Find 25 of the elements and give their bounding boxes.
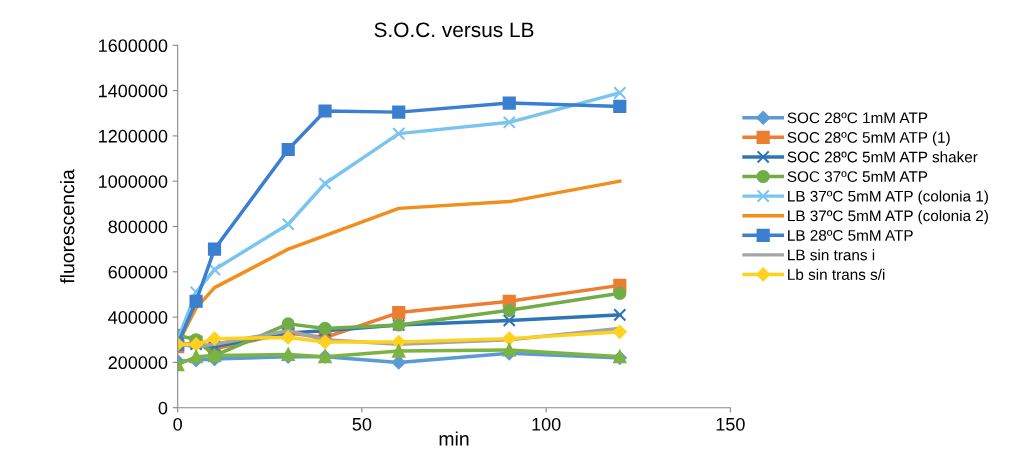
legend-label: SOC 37ºC 5mM ATP	[787, 171, 928, 183]
legend-label: SOC 28ºC 5mM ATP shaker	[787, 151, 978, 163]
y-tick-label: 0	[158, 401, 168, 415]
y-axis-title: fluorescencia	[60, 169, 75, 284]
y-tick-label: 200000	[108, 356, 168, 370]
y-tick-label: 1600000	[99, 39, 168, 53]
x-tick-label: 50	[352, 417, 372, 431]
x-tick-label: 100	[532, 417, 561, 431]
legend-label: Lb sin trans s/i	[788, 268, 885, 280]
y-tick-label: 600000	[108, 265, 168, 279]
y-tick-label: 1200000	[99, 129, 168, 143]
x-tick-label: 0	[173, 417, 182, 431]
y-tick-label: 400000	[108, 311, 168, 324]
x-axis-title: min	[439, 431, 469, 446]
legend-label: LB 37ºC 5mM ATP (colonia 1)	[788, 190, 988, 205]
legend-label: LB 28ºC 5mM ATP	[788, 229, 913, 241]
y-tick-label: 1400000	[99, 84, 168, 98]
y-tick-label: 1000000	[99, 175, 168, 188]
legend-label: LB sin trans i	[788, 249, 875, 261]
chart-title: S.O.C. versus LB	[374, 22, 534, 38]
legend-label: SOC 28ºC 1mM ATP	[787, 112, 928, 124]
y-tick-label: 800000	[108, 220, 168, 234]
legend-label: LB 37ºC 5mM ATP (colonia 2)	[788, 209, 988, 225]
x-tick-label: 150	[716, 417, 745, 431]
legend-label: SOC 28ºC 5mM ATP (1)	[787, 131, 950, 146]
